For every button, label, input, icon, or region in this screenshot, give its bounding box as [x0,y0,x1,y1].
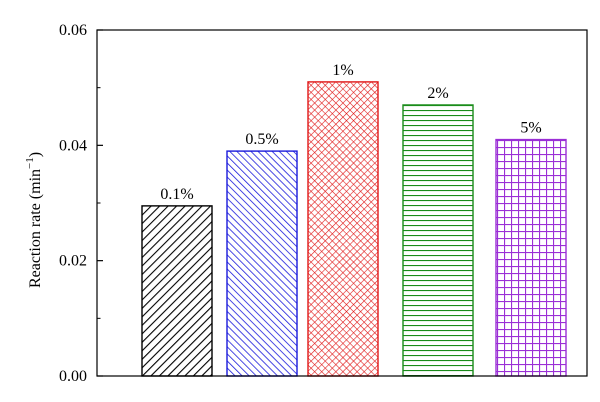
y-axis-label-close: ) [27,152,44,157]
y-axis-label-superscript: −1 [24,157,36,169]
bar-value-label: 1% [332,62,353,79]
bar-0-1pct [141,205,213,377]
bar-value-label: 0.1% [160,186,193,203]
bar-0-5pct [226,150,298,377]
bar-value-label: 2% [427,85,448,102]
y-tick-label: 0.04 [59,137,87,154]
y-axis-label: Reaction rate (min−1) [24,152,44,288]
y-axis-label-main: Reaction rate (min [27,169,44,288]
bar-value-label: 5% [520,120,541,137]
bar-2pct [402,104,474,377]
bar-1pct [307,81,379,377]
y-tick-label: 0.06 [59,22,87,39]
bar-value-label: 0.5% [245,131,278,148]
bar-5pct [495,138,567,377]
y-axis: 0.00 0.02 0.04 0.06 [59,22,103,385]
y-tick-label: 0.00 [59,368,87,385]
plot-area: 0.1% 0.5% 1% 2% 5% [141,62,567,377]
plot-frame [96,29,588,377]
y-tick-label: 0.02 [59,253,87,270]
